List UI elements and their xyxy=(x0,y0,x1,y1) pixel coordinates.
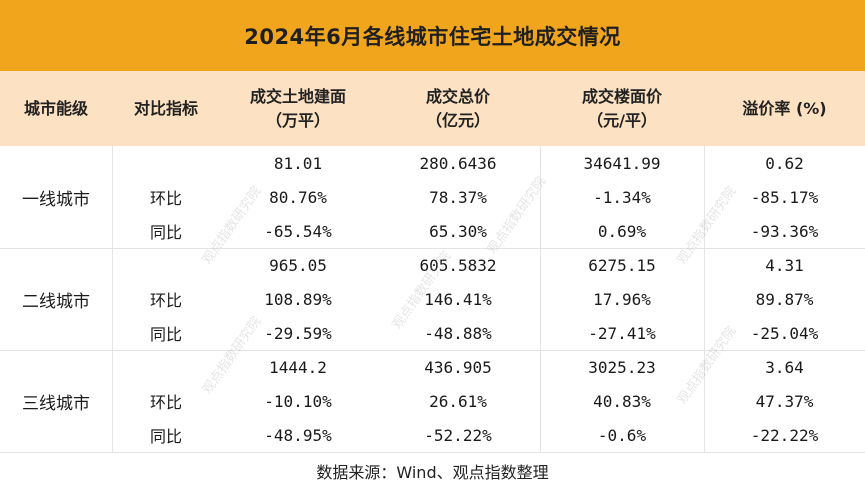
premium-cell: 3.64 xyxy=(765,357,804,377)
group-tier1: 一线城市 81.01 280.6436 34641.99 0.62 环比 80.… xyxy=(0,146,865,249)
header-metric-label: 对比指标 xyxy=(133,98,198,118)
area-cell: -10.10% xyxy=(264,391,332,411)
column-divider xyxy=(704,146,705,452)
header-city-level: 城市能级 xyxy=(0,71,112,146)
table-title: 2024年6月各线城市住宅土地成交情况 xyxy=(0,0,865,71)
price-cell: -27.41% xyxy=(588,323,656,343)
metric-cell: 环比 xyxy=(149,291,182,310)
total-cell: 78.37% xyxy=(429,187,487,207)
premium-cell: 47.37% xyxy=(755,391,814,411)
price-cell: 40.83% xyxy=(593,391,651,411)
source-note-text: 数据来源：Wind、观点指数整理 xyxy=(316,462,549,482)
header-land-area-label: 成交土地建面 xyxy=(249,86,346,106)
group-tier3: 三线城市 1444.2 436.905 3025.23 3.64 环比 -10.… xyxy=(0,350,865,452)
column-divider xyxy=(540,146,541,452)
source-note: 数据来源：Wind、观点指数整理 xyxy=(0,452,865,488)
city-label: 二线城市 xyxy=(22,291,90,312)
total-cell: 605.5832 xyxy=(419,255,497,275)
table-row: 同比 -48.95% -52.22% -0.6% -22.22% xyxy=(0,418,865,452)
total-cell: -52.22% xyxy=(424,425,492,445)
metric-cell: 同比 xyxy=(149,223,182,242)
table-row: 环比 80.76% 78.37% -1.34% -85.17% xyxy=(0,180,865,214)
price-cell: -1.34% xyxy=(593,187,651,207)
header-premium-rate-label: 溢价率 (%) xyxy=(742,98,827,118)
table-row: 1444.2 436.905 3025.23 3.64 xyxy=(0,350,865,384)
table-row: 965.05 605.5832 6275.15 4.31 xyxy=(0,248,865,282)
header-city-level-label: 城市能级 xyxy=(23,98,88,118)
area-cell: 108.89% xyxy=(264,289,332,309)
total-cell: 65.30% xyxy=(429,221,487,241)
header-floor-price: 成交楼面价 （元/平） xyxy=(540,71,704,146)
total-cell: 436.905 xyxy=(424,357,492,377)
area-cell: 80.76% xyxy=(269,187,327,207)
premium-cell: -85.17% xyxy=(750,187,819,207)
table-row: 同比 -29.59% -48.88% -27.41% -25.04% xyxy=(0,316,865,350)
city-label: 三线城市 xyxy=(22,393,90,414)
price-cell: 17.96% xyxy=(593,289,651,309)
header-total-price-label: 成交总价 xyxy=(425,86,490,106)
table-body: 一线城市 81.01 280.6436 34641.99 0.62 环比 80.… xyxy=(0,146,865,452)
table-title-text: 2024年6月各线城市住宅土地成交情况 xyxy=(244,24,621,49)
header-premium-rate: 溢价率 (%) xyxy=(704,71,865,146)
area-cell: 1444.2 xyxy=(269,357,327,377)
total-cell: 26.61% xyxy=(429,391,487,411)
column-divider xyxy=(112,146,113,452)
group-tier2: 二线城市 965.05 605.5832 6275.15 4.31 环比 108… xyxy=(0,248,865,351)
city-label: 一线城市 xyxy=(22,189,90,210)
premium-cell: -25.04% xyxy=(750,323,819,343)
header-floor-price-label: 成交楼面价 xyxy=(581,86,662,106)
premium-cell: 0.62 xyxy=(765,153,804,173)
header-land-area: 成交土地建面 （万平） xyxy=(220,71,376,146)
header-total-price: 成交总价 （亿元） xyxy=(376,71,540,146)
metric-cell xyxy=(112,146,220,180)
price-cell: 6275.15 xyxy=(588,255,656,275)
price-cell: -0.6% xyxy=(597,425,647,445)
header-metric: 对比指标 xyxy=(112,71,220,146)
header-land-area-unit: （万平） xyxy=(265,110,330,130)
price-cell: 0.69% xyxy=(597,221,647,241)
table-row: 环比 108.89% 146.41% 17.96% 89.87% xyxy=(0,282,865,316)
total-cell: 280.6436 xyxy=(419,153,497,173)
header-floor-price-unit: （元/平） xyxy=(587,110,657,130)
metric-cell: 同比 xyxy=(149,325,182,344)
area-cell: -29.59% xyxy=(264,323,332,343)
premium-cell: -93.36% xyxy=(750,221,819,241)
premium-cell: -22.22% xyxy=(750,425,819,445)
table-row: 同比 -65.54% 65.30% 0.69% -93.36% xyxy=(0,214,865,248)
table-header: 城市能级 对比指标 成交土地建面 （万平） 成交总价 （亿元） 成交楼面价 （元… xyxy=(0,71,865,146)
premium-cell: 4.31 xyxy=(765,255,804,275)
table-row: 环比 -10.10% 26.61% 40.83% 47.37% xyxy=(0,384,865,418)
metric-cell: 环比 xyxy=(149,393,182,412)
area-cell: -65.54% xyxy=(264,221,332,241)
table-row: 81.01 280.6436 34641.99 0.62 xyxy=(0,146,865,180)
metric-cell: 环比 xyxy=(149,189,182,208)
premium-cell: 89.87% xyxy=(755,289,814,309)
total-cell: 146.41% xyxy=(424,289,492,309)
area-cell: 965.05 xyxy=(269,255,327,275)
total-cell: -48.88% xyxy=(424,323,492,343)
area-cell: 81.01 xyxy=(273,153,323,173)
price-cell: 3025.23 xyxy=(588,357,656,377)
metric-cell xyxy=(112,248,220,282)
metric-cell xyxy=(112,350,220,384)
metric-cell: 同比 xyxy=(149,427,182,446)
area-cell: -48.95% xyxy=(264,425,332,445)
price-cell: 34641.99 xyxy=(583,153,661,173)
header-total-price-unit: （亿元） xyxy=(425,110,490,130)
